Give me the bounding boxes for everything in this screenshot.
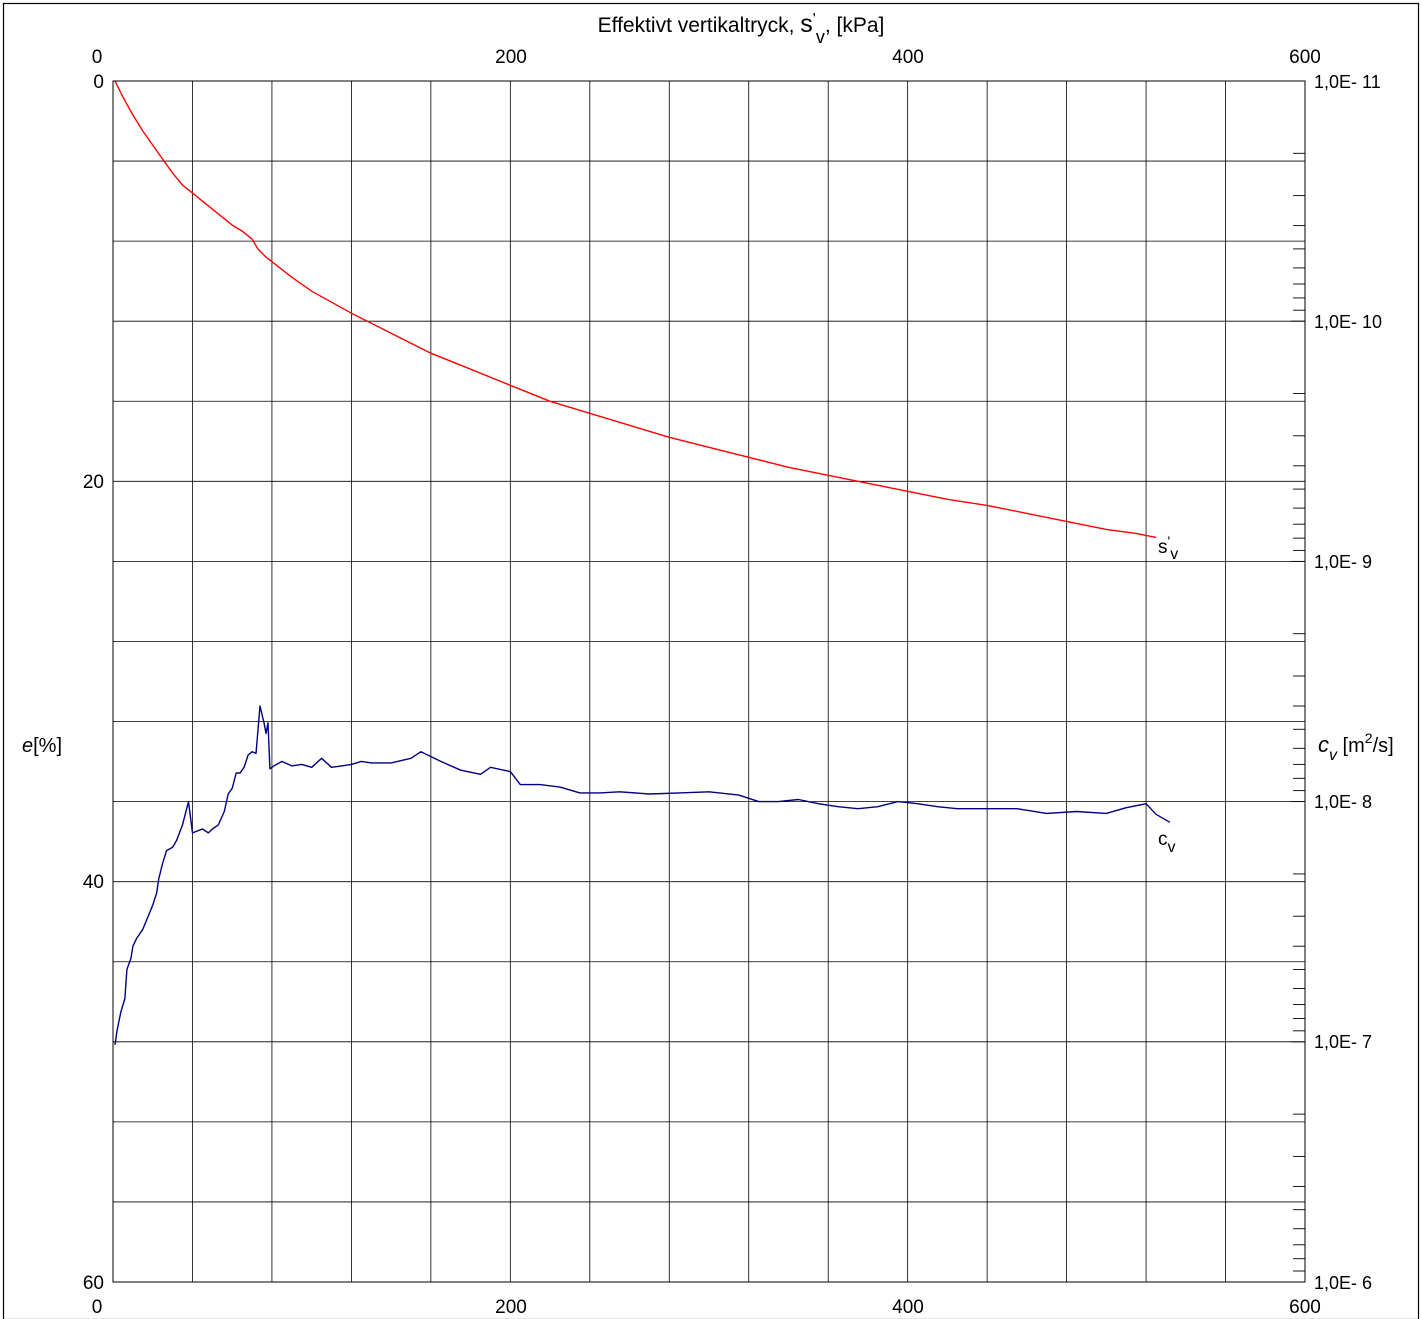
x-axis-bottom-ticks: 0 200 400 600 bbox=[92, 1297, 1321, 1318]
grid bbox=[112, 80, 1306, 1283]
left-tick-label: 40 bbox=[83, 872, 104, 893]
left-axis-ticks: 0 20 40 60 bbox=[83, 72, 104, 1294]
right-tick-label: 1,0E- 9 bbox=[1314, 552, 1372, 572]
right-tick-label: 1,0E- 6 bbox=[1314, 1273, 1372, 1293]
left-tick-label: 60 bbox=[83, 1273, 104, 1294]
x-top-tick-label: 400 bbox=[892, 47, 924, 68]
right-axis-label: cv [m2/s] bbox=[1318, 730, 1394, 764]
series-line-sv bbox=[114, 80, 1157, 539]
x-bottom-tick-label: 400 bbox=[892, 1297, 924, 1318]
x-top-tick-label: 0 bbox=[92, 47, 103, 68]
left-tick-label: 0 bbox=[93, 72, 104, 93]
plot-border bbox=[112, 80, 1306, 1283]
x-bottom-tick-label: 600 bbox=[1289, 1297, 1321, 1318]
chart-title: Effektivt vertikaltryck, s'v, [kPa] bbox=[598, 10, 885, 47]
left-tick-label: 20 bbox=[83, 472, 104, 493]
x-top-tick-label: 600 bbox=[1289, 47, 1321, 68]
right-axis-ticks bbox=[1291, 80, 1305, 1283]
series-label-cv: cv bbox=[1158, 829, 1176, 856]
right-axis-tick-labels: 1,0E- 11 1,0E- 10 1,0E- 9 1,0E- 8 1,0E- … bbox=[1314, 72, 1382, 1293]
series-line-cv bbox=[114, 705, 1171, 1045]
right-tick-label: 1,0E- 10 bbox=[1314, 312, 1382, 332]
left-axis-label: e[%] bbox=[22, 735, 62, 757]
series-layer bbox=[114, 80, 1171, 1045]
x-top-tick-label: 200 bbox=[495, 47, 527, 68]
x-bottom-tick-label: 200 bbox=[495, 1297, 527, 1318]
right-tick-label: 1,0E- 8 bbox=[1314, 792, 1372, 812]
right-tick-label: 1,0E- 11 bbox=[1314, 72, 1381, 92]
x-axis-top-ticks: 0 200 400 600 bbox=[92, 47, 1321, 68]
series-label-sv: s'v bbox=[1158, 533, 1178, 563]
x-bottom-tick-label: 0 bbox=[92, 1297, 103, 1318]
right-tick-label: 1,0E- 7 bbox=[1314, 1032, 1372, 1052]
